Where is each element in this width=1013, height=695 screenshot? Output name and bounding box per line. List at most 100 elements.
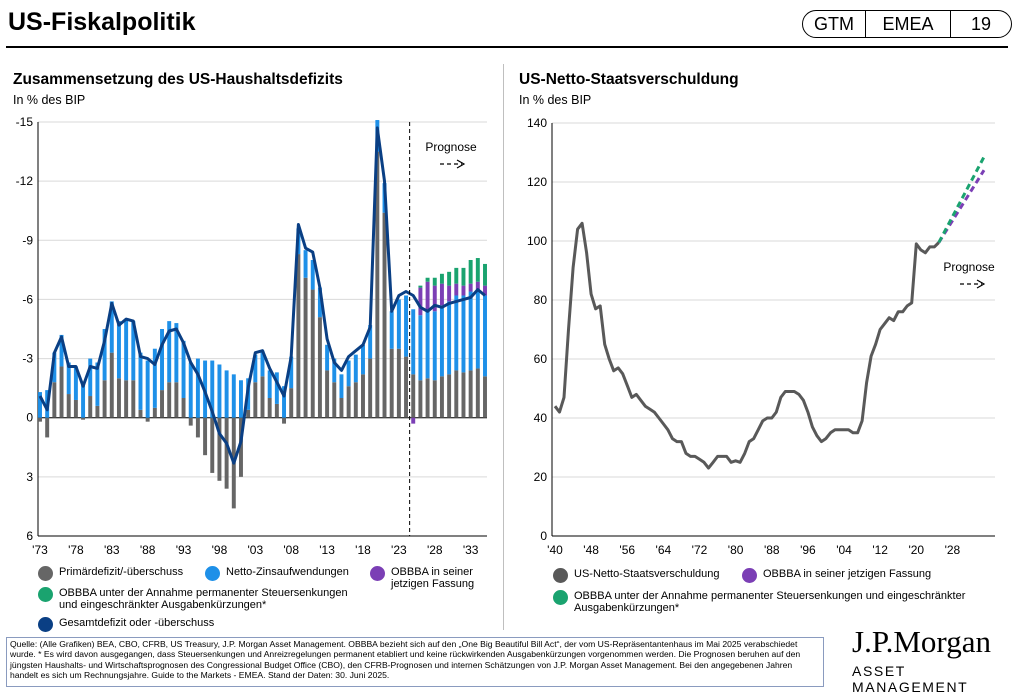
bar-interest <box>346 360 351 387</box>
y-tick-label: 0 <box>26 411 33 425</box>
bar-primary <box>116 378 121 418</box>
x-tick-label: '33 <box>463 543 479 557</box>
bar-interest <box>454 295 459 371</box>
bar-obbba <box>468 283 473 292</box>
bar-interest <box>396 299 401 349</box>
y-tick-label: 20 <box>534 470 548 484</box>
bar-obbba <box>475 281 480 290</box>
bar-primary <box>88 396 93 418</box>
bar-primary <box>425 378 430 418</box>
x-tick-label: '28 <box>427 543 443 557</box>
bar-primary <box>195 417 200 438</box>
header-rule <box>6 46 1008 48</box>
bar-primary <box>382 212 387 418</box>
bar-obbba-permanent <box>475 258 480 282</box>
bar-obbba-permanent <box>461 267 466 286</box>
bar-obbba-permanent <box>425 277 430 282</box>
bar-interest <box>368 325 373 359</box>
y-tick-label: -12 <box>16 174 34 188</box>
bar-obbba-permanent <box>454 267 459 284</box>
logo-subtitle: ASSET MANAGEMENT <box>852 663 969 695</box>
deficit-chart-subtitle: In % des BIP <box>13 93 86 107</box>
bar-interest <box>404 295 409 357</box>
bar-primary <box>253 382 258 418</box>
bar-primary <box>346 386 351 418</box>
bar-obbba <box>483 285 487 296</box>
bar-interest <box>145 360 150 418</box>
bar-primary <box>296 254 301 418</box>
bar-primary <box>246 409 251 418</box>
bar-interest <box>468 291 473 371</box>
bar-interest <box>332 358 337 383</box>
bar-primary <box>339 398 344 418</box>
deficit-chart-title: Zusammensetzung des US-Haushaltsdefizits <box>13 71 343 88</box>
badge-page-number: 19 <box>970 13 992 34</box>
bar-interest <box>447 301 452 375</box>
bar-primary <box>475 368 480 418</box>
bar-primary <box>160 390 164 418</box>
bar-interest <box>224 370 229 418</box>
debt-chart-title: US-Netto-Staatsverschuldung <box>519 71 739 88</box>
legend-item-obbba: OBBBA in seiner jetzigen Fassung <box>370 566 490 590</box>
bar-interest <box>138 352 143 410</box>
y-tick-label: 6 <box>26 529 33 543</box>
legend-label-obbba: OBBBA in seiner jetzigen Fassung <box>391 566 475 590</box>
x-tick-label: '72 <box>692 543 708 557</box>
bar-interest <box>73 366 78 400</box>
bar-interest <box>195 358 200 418</box>
x-tick-label: '04 <box>836 543 852 557</box>
bar-primary <box>317 317 322 418</box>
bar-obbba-permanent <box>468 260 473 284</box>
bar-interest <box>217 364 222 418</box>
bar-interest <box>231 374 236 418</box>
bar-interest <box>483 295 487 377</box>
x-tick-label: '88 <box>140 543 156 557</box>
bar-primary <box>152 407 157 418</box>
bar-interest <box>439 305 444 377</box>
bar-primary <box>418 380 423 418</box>
x-tick-label: '08 <box>283 543 299 557</box>
y-tick-label: -9 <box>22 233 33 247</box>
bar-primary <box>52 382 57 418</box>
bar-primary <box>38 417 42 422</box>
x-tick-label: '03 <box>248 543 264 557</box>
bar-obbba-permanent <box>432 277 437 286</box>
bar-interest <box>81 384 86 418</box>
x-tick-label: '18 <box>355 543 371 557</box>
bar-primary <box>131 380 136 418</box>
bar-interest <box>238 380 243 418</box>
legend-label-primary: Primärdefizit/-überschuss <box>59 566 184 578</box>
bar-interest <box>289 356 294 389</box>
legend-swatch-primary <box>38 566 53 581</box>
bar-primary <box>468 370 473 418</box>
y-tick-label: -3 <box>22 352 33 366</box>
legend-item-primary: Primärdefizit/-überschuss <box>38 566 213 581</box>
bar-primary <box>267 398 272 418</box>
bar-interest <box>267 370 272 398</box>
bar-obbba <box>432 285 437 312</box>
legend-item-debt-obbba: OBBBA in seiner jetzigen Fassung <box>742 568 972 583</box>
source-note: Quelle: (Alle Grafiken) BEA, CBO, CFRB, … <box>6 637 824 687</box>
forecast-arrowhead <box>456 159 466 169</box>
legend-swatch-interest <box>205 566 220 581</box>
legend-label-obbba-permanent: OBBBA unter der Annahme permanenter Steu… <box>59 587 348 611</box>
x-tick-label: '13 <box>319 543 335 557</box>
bar-interest <box>282 386 287 418</box>
bar-interest <box>124 319 129 381</box>
bar-primary <box>439 376 444 418</box>
bar-interest <box>174 323 179 383</box>
legend-swatch-debt <box>553 568 568 583</box>
bar-obbba <box>425 281 430 312</box>
x-tick-label: '23 <box>391 543 407 557</box>
bar-obbba <box>418 287 423 316</box>
line-net-debt <box>553 221 940 470</box>
forecast-annotation: Prognose <box>943 260 995 274</box>
legend-swatch-total <box>38 617 53 632</box>
bar-interest <box>38 392 42 418</box>
bar-obbba-permanent <box>418 285 423 288</box>
y-tick-label: 140 <box>527 116 547 130</box>
legend-label-total: Gesamtdefizit oder -überschuss <box>59 617 215 629</box>
x-tick-label: '96 <box>800 543 816 557</box>
legend-item-total: Gesamtdefizit oder -überschuss <box>38 617 338 632</box>
x-tick-label: '12 <box>872 543 888 557</box>
